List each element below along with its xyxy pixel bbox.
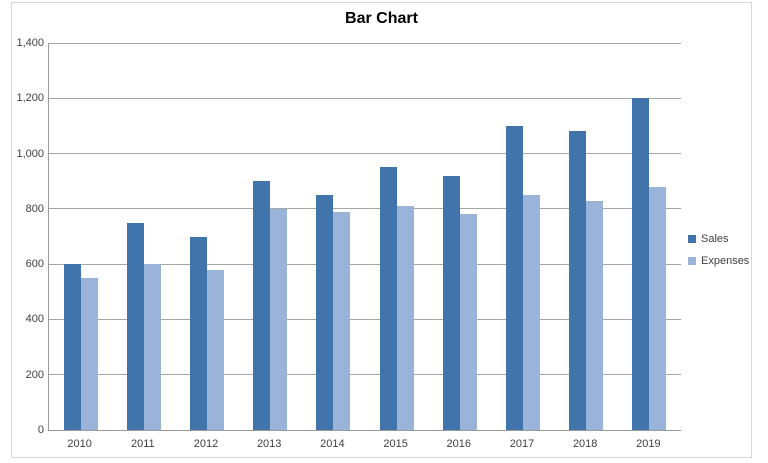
- plot-area: [48, 42, 681, 431]
- expenses-bar-2014[interactable]: [333, 211, 351, 430]
- bar-group-2018: [555, 43, 618, 430]
- y-tick-label: 1,400: [16, 37, 44, 49]
- x-tick-label: 2010: [67, 438, 92, 450]
- gridline-1200: [49, 97, 681, 99]
- expenses-bar-2012[interactable]: [206, 269, 224, 430]
- x-tick-label: 2014: [320, 438, 345, 450]
- bar-group-2011: [112, 43, 175, 430]
- expenses-bar-2011[interactable]: [143, 264, 161, 430]
- x-tick-label: 2017: [509, 438, 535, 450]
- expenses-bar-2013[interactable]: [270, 208, 288, 430]
- sales-bar-2010[interactable]: [63, 264, 81, 430]
- expenses-bar-2015[interactable]: [396, 206, 414, 430]
- y-tick-label: 0: [37, 424, 44, 436]
- bar-group-2014: [302, 43, 365, 430]
- gridline-600: [49, 263, 681, 265]
- bar-group-2019: [618, 43, 681, 430]
- x-tick-label: 2013: [256, 438, 282, 450]
- y-tick-label: 1,200: [16, 92, 44, 105]
- legend-label: Expenses: [701, 255, 750, 267]
- y-tick-label: 200: [25, 368, 44, 381]
- y-tick-label: 800: [25, 202, 44, 215]
- bar-group-2016: [428, 43, 491, 430]
- legend-swatch-expenses-icon: [688, 257, 696, 265]
- x-tick-label: 2012: [193, 438, 219, 450]
- y-tick-label: 1,000: [16, 147, 44, 160]
- sales-bar-2017[interactable]: [505, 125, 523, 430]
- chart-title: Bar Chart: [345, 10, 418, 27]
- sales-bar-2018[interactable]: [569, 131, 587, 430]
- y-tick-label: 600: [25, 258, 44, 271]
- gridline-1400: [49, 42, 681, 44]
- x-tick-label: 2015: [383, 438, 408, 450]
- expenses-bar-2019[interactable]: [649, 186, 667, 430]
- gridline-1000: [49, 153, 681, 155]
- y-axis: 0 200 400 600 800 1,000 1,200 1,400: [0, 37, 44, 436]
- expenses-bar-2017[interactable]: [522, 195, 540, 430]
- x-axis: 2010 2011 2012 2013 2014 2015 2016 2017 2018 2019: [48, 437, 680, 453]
- gridline-400: [49, 318, 681, 320]
- expenses-bar-2016[interactable]: [459, 214, 477, 430]
- y-tick-label: 400: [25, 313, 44, 326]
- expenses-bar-2010[interactable]: [80, 277, 98, 430]
- sales-bar-2013[interactable]: [253, 181, 271, 430]
- legend-item-sales[interactable]: Sales: [688, 233, 749, 245]
- x-tick-label: 2011: [130, 438, 155, 450]
- x-tick-label: 2016: [446, 438, 472, 450]
- sales-bar-2014[interactable]: [316, 195, 334, 430]
- bar-group-2013: [239, 43, 302, 430]
- sales-bar-2011[interactable]: [126, 222, 144, 430]
- legend-swatch-sales-icon: [688, 235, 696, 243]
- bar-group-2012: [175, 43, 238, 430]
- gridline-800: [49, 208, 681, 210]
- legend-item-expenses[interactable]: Expenses: [688, 255, 749, 267]
- expenses-bar-2018[interactable]: [586, 200, 604, 430]
- x-tick-label: 2018: [572, 438, 598, 450]
- bar-group-2010: [49, 43, 112, 430]
- x-tick-label: 2019: [636, 438, 661, 450]
- legend-label: Sales: [701, 233, 729, 245]
- sales-bar-2015[interactable]: [379, 167, 397, 430]
- legend: Sales Expenses: [688, 233, 749, 277]
- bar-group-2017: [491, 43, 554, 430]
- gridline-200: [49, 374, 681, 376]
- sales-bar-2016[interactable]: [442, 175, 460, 430]
- sales-bar-2012[interactable]: [189, 236, 207, 430]
- bar-group-2015: [365, 43, 428, 430]
- sales-bar-2019[interactable]: [632, 98, 650, 430]
